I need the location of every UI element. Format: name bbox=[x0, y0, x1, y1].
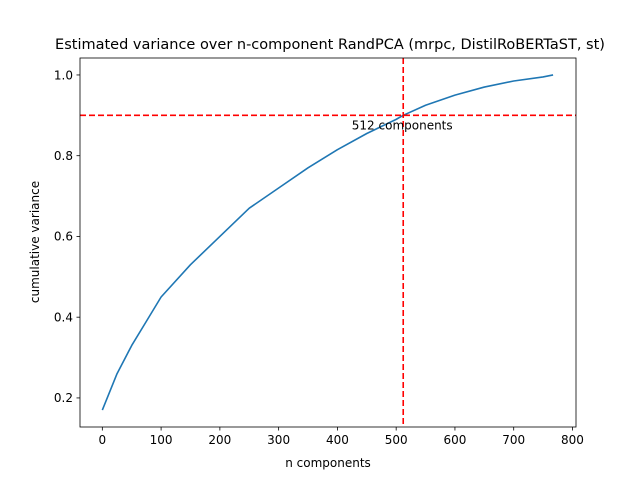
y-tick-label: 0.2 bbox=[54, 391, 73, 405]
x-tick-label: 800 bbox=[561, 433, 584, 447]
x-tick-label: 100 bbox=[150, 433, 173, 447]
y-axis-label: cumulative variance bbox=[28, 181, 42, 303]
x-tick-label: 300 bbox=[267, 433, 290, 447]
y-tick-label: 0.8 bbox=[54, 149, 73, 163]
y-tick-label: 0.4 bbox=[54, 310, 73, 324]
chart-title: Estimated variance over n-component Rand… bbox=[55, 37, 605, 53]
x-tick-label: 400 bbox=[326, 433, 349, 447]
annotation-label-0: 512 components bbox=[352, 118, 453, 132]
x-tick-label: 700 bbox=[502, 433, 525, 447]
x-tick-label: 0 bbox=[99, 433, 107, 447]
x-tick-label: 600 bbox=[443, 433, 466, 447]
x-tick-label: 200 bbox=[208, 433, 231, 447]
x-axis-label: n components bbox=[285, 456, 371, 470]
y-tick-label: 0.6 bbox=[54, 230, 73, 244]
x-tick-label: 500 bbox=[385, 433, 408, 447]
y-tick-label: 1.0 bbox=[54, 68, 73, 82]
